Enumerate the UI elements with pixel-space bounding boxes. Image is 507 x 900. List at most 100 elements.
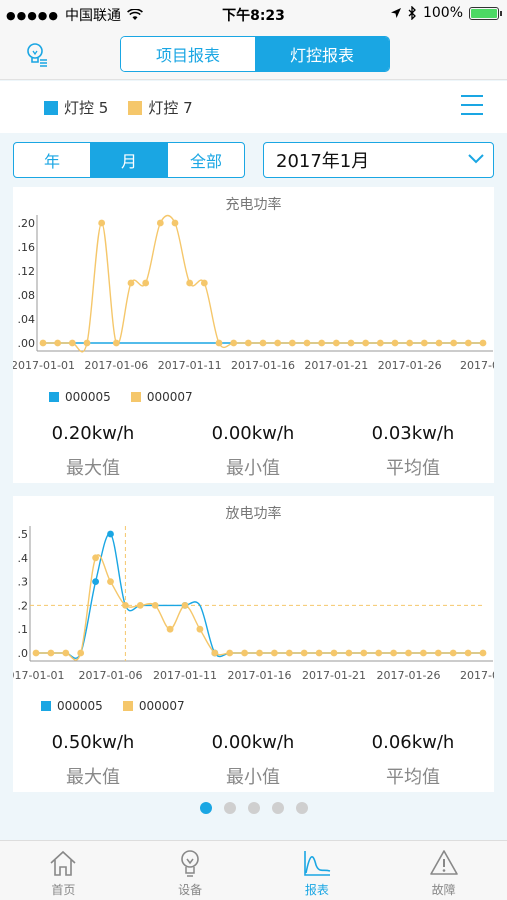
data-point xyxy=(32,649,40,657)
stat-min: 0.00kw/h 最小值 xyxy=(173,423,333,480)
data-point xyxy=(420,649,427,657)
data-point xyxy=(434,649,442,657)
stat-max: 0.50kw/h 最大值 xyxy=(13,732,173,789)
stat-label: 最小值 xyxy=(226,767,280,788)
nav-bar: 项目报表 灯控报表 xyxy=(0,28,507,80)
legend-label: 000005 xyxy=(65,390,111,404)
stat-label: 最大值 xyxy=(66,458,120,479)
data-point xyxy=(347,339,355,347)
y-tick-label: .5 xyxy=(18,528,29,541)
data-point xyxy=(450,339,458,347)
tab-label: 设备 xyxy=(178,883,203,897)
period-month-button[interactable]: 月 xyxy=(91,143,168,177)
page-dot[interactable] xyxy=(199,802,212,814)
data-point xyxy=(315,649,323,657)
data-point xyxy=(68,339,76,347)
month-picker-value: 2017年1月 xyxy=(276,151,370,172)
y-tick-label: .00 xyxy=(18,337,36,350)
home-icon xyxy=(50,850,76,876)
bulb-settings-icon[interactable] xyxy=(22,40,50,68)
data-point xyxy=(83,339,91,347)
y-tick-label: .0 xyxy=(18,647,29,660)
data-point xyxy=(98,219,106,227)
month-picker[interactable]: 2017年1月 xyxy=(263,142,494,178)
data-point xyxy=(288,339,296,347)
stat-label: 平均值 xyxy=(386,767,440,788)
chart-title: 充电功率 xyxy=(225,197,282,213)
data-point xyxy=(449,649,457,657)
menu-icon[interactable] xyxy=(461,95,483,117)
x-tick-label: 2017-01-21 xyxy=(304,359,368,372)
device-legend-item-7[interactable]: 灯控 7 xyxy=(128,97,193,118)
stat-value: 0.00kw/h xyxy=(211,732,295,753)
filter-row: 年 月 全部 2017年1月 xyxy=(0,133,507,187)
bluetooth-icon xyxy=(408,6,416,20)
data-point xyxy=(196,625,204,633)
page-indicator xyxy=(0,802,507,816)
data-point xyxy=(62,649,70,657)
x-tick-label: 2017-01-16 xyxy=(231,359,295,372)
data-point xyxy=(171,219,179,227)
stat-value: 0.20kw/h xyxy=(51,423,135,444)
bottom-tab-bar: 首页 设备 报表 故障 xyxy=(0,840,507,900)
data-point xyxy=(166,625,174,633)
chart-legend: 000005 000007 xyxy=(49,390,193,404)
legend-label: 000007 xyxy=(138,699,185,713)
data-point xyxy=(181,602,189,609)
data-point xyxy=(271,649,278,657)
x-tick-label: 2017-01-11 xyxy=(158,359,222,372)
tab-label: 首页 xyxy=(51,883,76,897)
wifi-icon xyxy=(127,9,143,20)
period-all-button[interactable]: 全部 xyxy=(189,152,222,171)
data-point xyxy=(259,339,267,347)
x-tick-label: 2017-01-06 xyxy=(84,359,148,372)
period-selector: 年 月 全部 xyxy=(13,142,245,178)
device-legend-item-5[interactable]: 灯控 5 xyxy=(44,97,108,118)
stat-label: 最小值 xyxy=(226,458,280,479)
y-tick-label: .12 xyxy=(18,265,36,278)
discharge-power-card: 放电功率 .0 .1 .2 .3 .4 .5 017-01-01 2017-01-06 2017… xyxy=(13,496,494,792)
page-dot[interactable] xyxy=(247,802,260,814)
stats-row: 0.50kw/h 最大值 0.00kw/h 最小值 0.06kw/h 平均值 xyxy=(13,732,494,789)
x-tick-label: 2017-01-11 xyxy=(153,669,217,682)
page-dot[interactable] xyxy=(223,802,236,814)
tab-devices[interactable]: 设备 xyxy=(127,841,254,900)
charge-power-card: 充电功率 .00 .04 .08 .12 .16 .20 2017-01-01 2017-01… xyxy=(13,187,494,483)
data-point xyxy=(107,530,114,538)
data-point xyxy=(376,339,384,347)
data-point xyxy=(136,602,144,609)
tab-faults[interactable]: 故障 xyxy=(380,841,507,900)
warning-icon xyxy=(429,850,458,875)
stat-value: 0.50kw/h xyxy=(51,732,135,753)
x-tick-label: 2017-01-06 xyxy=(79,669,143,682)
tab-reports[interactable]: 报表 xyxy=(254,841,381,900)
chart-legend: 000005 000007 xyxy=(41,699,185,713)
stats-row: 0.20kw/h 最大值 0.00kw/h 最小值 0.03kw/h 平均值 xyxy=(13,423,494,480)
carrier-label: 中国联通 xyxy=(65,8,121,24)
stat-value: 0.03kw/h xyxy=(371,423,455,444)
status-bar: ●●●●● 中国联通 下午8:23 100% xyxy=(0,0,507,28)
tab-project-report[interactable]: 项目报表 xyxy=(121,37,255,71)
x-tick-label: 2017-01-26 xyxy=(378,359,442,372)
y-tick-label: .08 xyxy=(18,289,36,302)
x-tick-label: 2017-01-16 xyxy=(228,669,292,682)
data-point xyxy=(151,602,159,609)
tab-home[interactable]: 首页 xyxy=(0,841,127,900)
device-legend-bar: 灯控 5 灯控 7 xyxy=(0,81,507,133)
discharge-power-chart: .0 .1 .2 .3 .4 .5 017-01-01 2017-01-06 2017-01-1… xyxy=(13,526,494,682)
page-dot[interactable] xyxy=(271,802,284,814)
lightbulb-icon xyxy=(181,850,199,877)
data-point xyxy=(54,339,62,347)
data-point xyxy=(256,649,263,657)
tab-light-report[interactable]: 灯控报表 xyxy=(255,37,389,71)
x-tick-label: 2017-01-26 xyxy=(377,669,441,682)
y-tick-label: .2 xyxy=(18,599,29,612)
data-point xyxy=(186,279,194,287)
period-year-button[interactable]: 年 xyxy=(14,143,91,177)
page-dot[interactable] xyxy=(295,802,308,814)
data-point xyxy=(406,339,414,347)
data-point xyxy=(92,554,99,562)
x-tick-label: 2017-01-21 xyxy=(302,669,366,682)
legend-label: 000007 xyxy=(146,390,193,404)
data-point xyxy=(285,649,293,657)
